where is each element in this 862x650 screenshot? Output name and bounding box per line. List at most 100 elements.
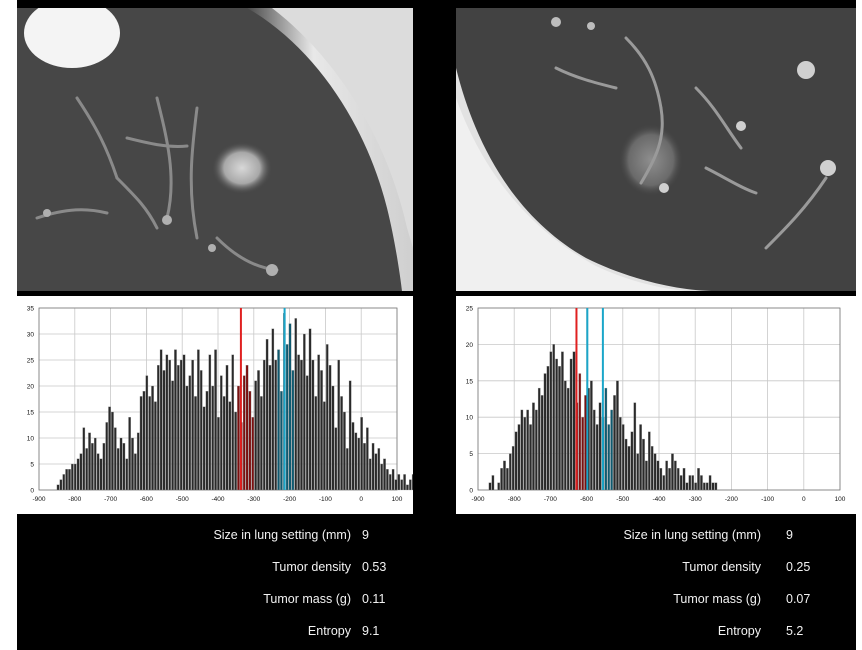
histogram-bar <box>403 474 406 491</box>
left-panel: -900 -800 -700 -600 -500 -400 -300 -200 -100 0 100… <box>17 0 424 650</box>
histogram-bar <box>555 358 558 491</box>
histogram-bar <box>208 354 212 491</box>
histogram-bar <box>142 391 146 491</box>
left-ct-scan <box>17 8 413 291</box>
histogram-bar <box>523 417 527 491</box>
histogram-bar <box>71 463 74 491</box>
histogram-bar <box>665 460 668 491</box>
histogram-bar <box>610 409 613 491</box>
histogram-bar <box>317 354 320 491</box>
histogram-bar <box>604 387 608 491</box>
histogram-bar <box>225 365 229 491</box>
stat-row: Size in lung setting (mm) 9 <box>456 528 856 552</box>
histogram-bar <box>131 437 134 491</box>
histogram-bar <box>540 395 544 491</box>
panel-divider <box>413 0 456 650</box>
histogram-bar <box>537 387 541 491</box>
histogram-bar <box>514 431 518 491</box>
histogram-bar <box>308 328 312 491</box>
histogram-bar <box>85 448 88 491</box>
histogram-bar <box>616 380 619 491</box>
histogram-bar <box>488 482 492 491</box>
histogram-bar <box>314 396 318 491</box>
histogram-bar <box>211 385 214 491</box>
histogram-bar <box>125 458 129 491</box>
stat-row: Entropy 9.1 <box>17 624 413 648</box>
x-tick-label: -300 <box>247 496 260 503</box>
histogram-bar <box>114 427 117 491</box>
histogram-bar <box>111 411 114 491</box>
histogram-bar <box>191 359 194 491</box>
stat-row: Tumor density 0.25 <box>456 560 856 584</box>
histogram-bar <box>613 395 616 491</box>
histogram-bar <box>508 453 512 491</box>
histogram-bar <box>520 409 524 491</box>
y-tick-label: 20 <box>27 384 35 391</box>
x-tick-label: -600 <box>580 496 593 503</box>
histogram-bar <box>700 475 703 491</box>
stat-label: Tumor mass (g) <box>263 592 351 606</box>
histogram-bar <box>633 402 637 491</box>
stat-label: Size in lung setting (mm) <box>213 528 351 542</box>
histogram-bar <box>68 469 71 491</box>
histogram-bar <box>214 349 217 491</box>
x-tick-label: -600 <box>140 496 153 503</box>
right-stats: Size in lung setting (mm) 9 Tumor densit… <box>456 518 856 650</box>
histogram-bar <box>202 406 206 491</box>
histogram-bar <box>394 479 398 491</box>
y-tick-label: 5 <box>469 451 473 458</box>
histogram-bar <box>154 401 157 491</box>
y-tick-label: 10 <box>27 436 35 443</box>
histogram-bar <box>159 349 163 491</box>
histogram-bar <box>62 474 66 491</box>
stat-label: Tumor density <box>272 560 351 574</box>
histogram-bar <box>357 437 361 491</box>
x-tick-label: 100 <box>835 496 846 503</box>
histogram-bar <box>572 351 576 491</box>
histogram-bar <box>300 359 303 491</box>
stat-value: 0.11 <box>362 592 386 606</box>
y-tick-label: 35 <box>27 306 35 313</box>
histogram-bar <box>185 385 189 491</box>
histogram-bar <box>88 432 91 491</box>
right-ct-scan <box>456 8 856 291</box>
histogram-bar <box>708 475 712 491</box>
histogram-bar <box>79 453 83 491</box>
histogram-bar <box>73 463 77 491</box>
histogram-bar <box>91 443 94 491</box>
histogram-bar <box>668 468 671 491</box>
histogram-bar <box>337 359 340 491</box>
histogram-bar <box>128 417 131 491</box>
histogram-bar <box>151 385 154 491</box>
histogram-bar <box>174 349 177 491</box>
y-tick-label: 20 <box>466 342 474 349</box>
histogram-bar <box>222 396 226 491</box>
histogram-bar <box>148 396 151 491</box>
y-tick-label: 10 <box>466 415 474 422</box>
histogram-bar <box>288 323 292 491</box>
histogram-bar <box>231 354 235 491</box>
left-stats: Size in lung setting (mm) 9 Tumor densit… <box>17 518 413 650</box>
histogram-bar <box>630 431 634 491</box>
histogram-bar <box>348 380 352 491</box>
histogram-bar <box>331 385 335 491</box>
histogram-bar <box>105 422 109 491</box>
x-tick-label: -300 <box>689 496 702 503</box>
histogram-bar <box>517 424 521 491</box>
histogram-bar <box>391 469 395 491</box>
right-ct-image <box>456 8 856 291</box>
histogram-bar <box>506 468 509 491</box>
x-tick-label: -400 <box>211 496 224 503</box>
x-tick-label: -800 <box>68 496 81 503</box>
histogram-bar <box>645 460 648 491</box>
histogram-bar <box>217 417 220 491</box>
histogram-bar <box>371 443 375 491</box>
histogram-bar <box>76 458 80 491</box>
histogram-bar <box>380 463 383 491</box>
histogram-bar <box>627 446 631 491</box>
stat-row: Entropy 5.2 <box>456 624 856 648</box>
histogram-bar <box>162 370 166 491</box>
histogram-bar <box>265 339 269 491</box>
x-tick-label: 0 <box>802 496 806 503</box>
y-tick-label: 25 <box>27 358 35 365</box>
